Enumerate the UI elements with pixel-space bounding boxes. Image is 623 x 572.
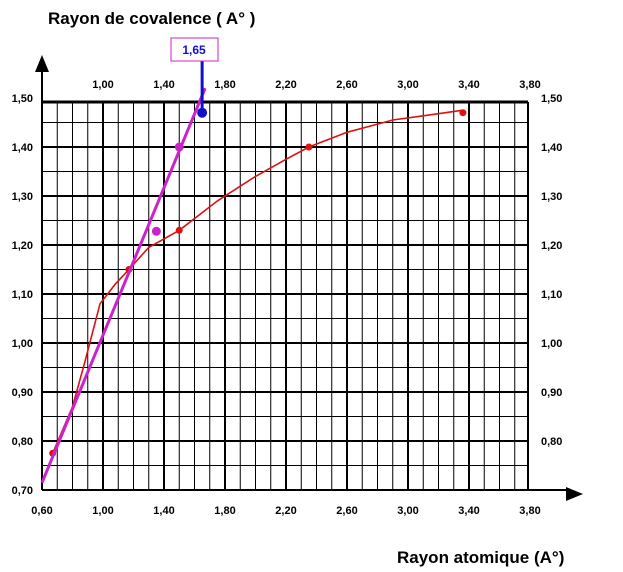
y-tick-label: 0,90: [12, 387, 33, 399]
x-top-tick-label: 2,20: [275, 79, 296, 91]
y-tick-label: 1,40: [12, 142, 33, 154]
x-tick-label: 2,60: [336, 505, 357, 517]
x-tick-label: 0,60: [31, 505, 52, 517]
series-magenta-point: [151, 226, 161, 236]
y-right-tick-label: 1,10: [541, 289, 562, 301]
x-tick-label: 1,40: [153, 505, 174, 517]
series-red-point: [175, 226, 183, 234]
axes: [35, 55, 583, 501]
x-top-tick-label: 2,60: [336, 79, 357, 91]
x-top-tick-label: 1,40: [153, 79, 174, 91]
x-top-tick-label: 1,80: [214, 79, 235, 91]
x-tick-label: 3,00: [397, 505, 418, 517]
y-tick-label: 0,70: [12, 485, 33, 497]
annotation-box: [170, 37, 219, 62]
y-tick-label: 0,80: [12, 436, 33, 448]
x-tick-label: 3,80: [519, 505, 540, 517]
x-tick-label: 1,00: [92, 505, 113, 517]
x-axis-arrow: [566, 487, 583, 501]
x-axis-title: Rayon atomique (A°): [397, 548, 564, 567]
series-magenta-point: [174, 142, 184, 152]
series-layer: [40, 61, 467, 484]
y-right-tick-label: 1,40: [541, 142, 562, 154]
y-tick-label: 1,20: [12, 240, 33, 252]
y-right-tick-label: 1,20: [541, 240, 562, 252]
annotation-point: [197, 107, 208, 118]
y-tick-label: 1,10: [12, 289, 33, 301]
y-right-tick-label: 0,90: [541, 387, 562, 399]
y-tick-label: 1,50: [12, 93, 33, 105]
series-red-point: [459, 109, 467, 117]
x-top-tick-label: 1,00: [92, 79, 113, 91]
annotation-label: 1,65: [182, 43, 206, 57]
grid: [41, 102, 528, 491]
x-top-tick-label: 3,80: [519, 79, 540, 91]
x-top-tick-label: 3,40: [458, 79, 479, 91]
series-red-point: [305, 143, 313, 151]
series-red-line: [51, 109, 464, 454]
x-tick-label: 1,80: [214, 505, 235, 517]
x-tick-label: 3,40: [458, 505, 479, 517]
annotation: 1,65: [170, 37, 219, 62]
y-tick-label: 1,00: [12, 338, 33, 350]
y-axis-title: Rayon de covalence ( A° ): [48, 9, 255, 28]
y-tick-label: 1,30: [12, 191, 33, 203]
x-tick-label: 2,20: [275, 505, 296, 517]
y-right-tick-label: 1,00: [541, 338, 562, 350]
x-top-tick-label: 3,00: [397, 79, 418, 91]
tick-labels: 0,60 1,00 1,40 1,80 2,20 2,60 3,00 3,40 3,80 1,00…: [12, 79, 563, 517]
y-right-tick-label: 0,80: [541, 436, 562, 448]
series-magenta-line: [40, 87, 207, 484]
y-axis-arrow: [35, 55, 49, 72]
y-right-tick-label: 1,30: [541, 191, 562, 203]
y-right-tick-label: 1,50: [541, 93, 562, 105]
